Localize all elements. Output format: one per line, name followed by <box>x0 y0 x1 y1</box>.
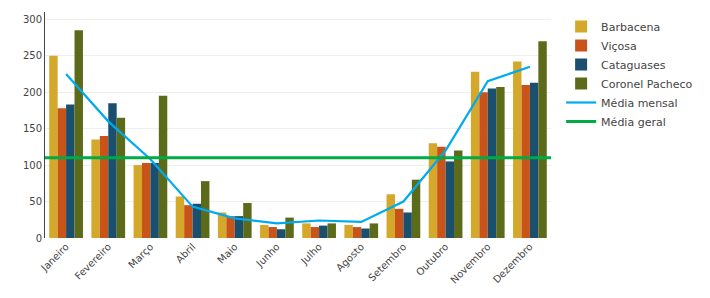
svg-text:Agosto: Agosto <box>334 241 366 273</box>
svg-text:Maio: Maio <box>215 241 240 266</box>
svg-text:300: 300 <box>23 14 42 25</box>
svg-text:Viçosa: Viçosa <box>601 40 637 53</box>
svg-text:Julho: Julho <box>298 241 324 267</box>
svg-text:Coronel Pacheco: Coronel Pacheco <box>601 78 692 91</box>
svg-text:Fevereiro: Fevereiro <box>73 241 113 281</box>
svg-text:Março: Março <box>126 241 155 270</box>
svg-text:Barbacena: Barbacena <box>601 21 660 34</box>
svg-text:Dezembro: Dezembro <box>491 241 535 285</box>
svg-text:150: 150 <box>23 123 42 134</box>
svg-text:Junho: Junho <box>254 241 282 269</box>
svg-text:100: 100 <box>23 160 42 171</box>
svg-text:50: 50 <box>29 196 42 207</box>
svg-text:Outubro: Outubro <box>414 241 451 278</box>
svg-text:Janeiro: Janeiro <box>38 241 71 274</box>
svg-text:Novembro: Novembro <box>448 241 492 285</box>
svg-text:200: 200 <box>23 87 42 98</box>
svg-text:Cataguases: Cataguases <box>601 59 666 72</box>
svg-text:0: 0 <box>36 233 42 244</box>
svg-text:Média mensal: Média mensal <box>601 97 678 110</box>
svg-text:Média geral: Média geral <box>601 116 666 129</box>
svg-text:Abril: Abril <box>174 241 198 265</box>
svg-text:Setembro: Setembro <box>366 241 408 283</box>
svg-text:250: 250 <box>23 50 42 61</box>
